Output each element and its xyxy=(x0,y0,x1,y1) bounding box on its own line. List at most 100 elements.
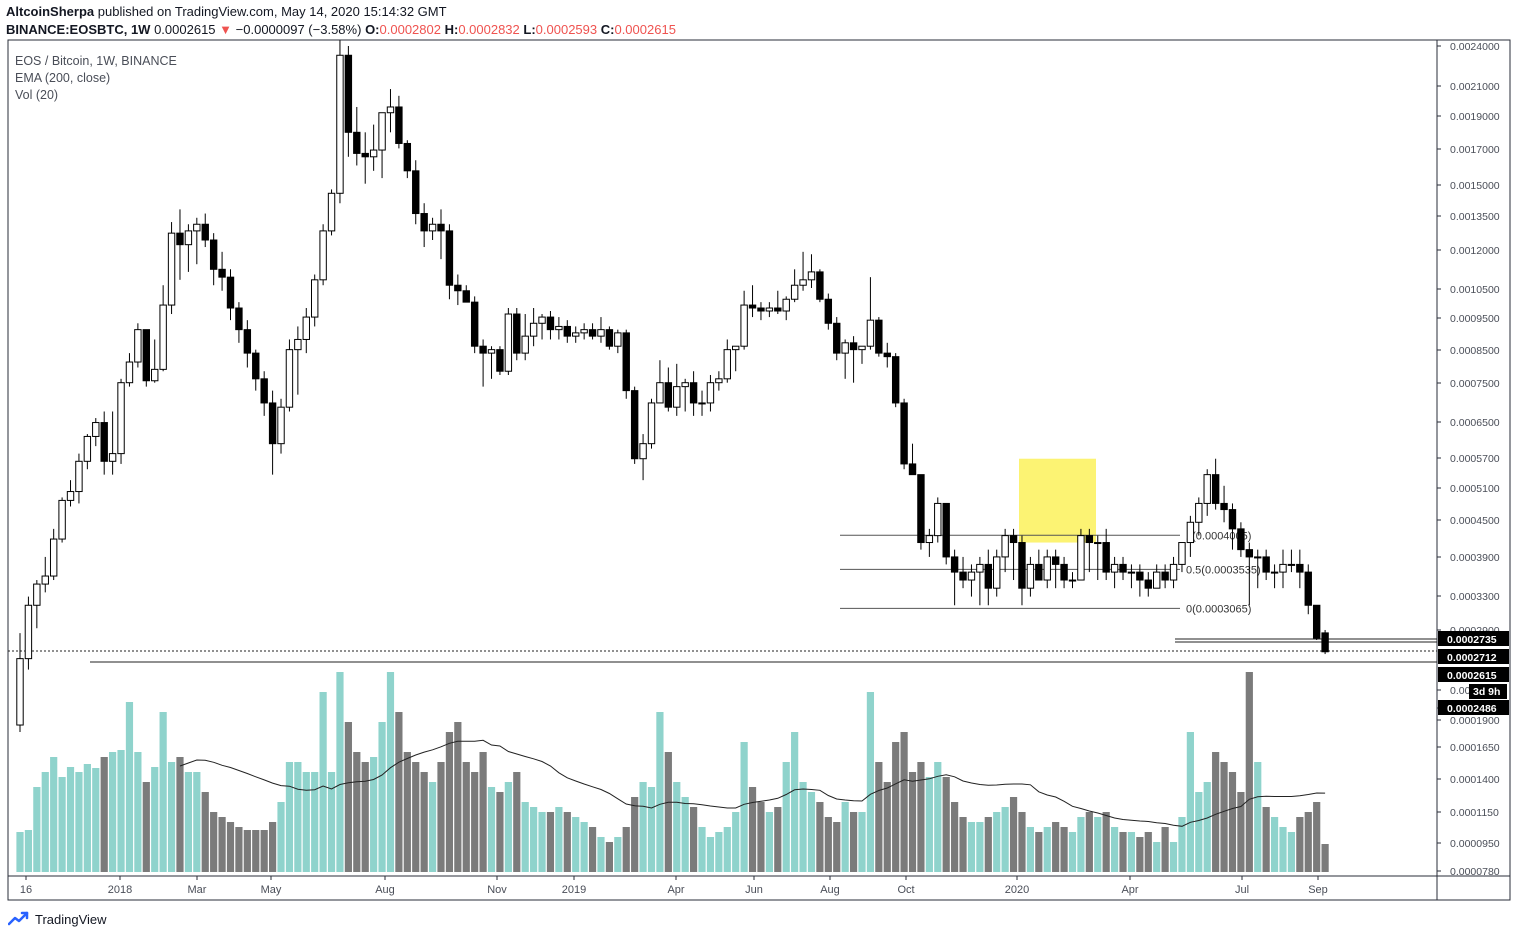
volume-bar xyxy=(1043,827,1051,872)
candle-body xyxy=(260,378,268,404)
volume-bar xyxy=(370,757,378,872)
candle-body xyxy=(151,368,159,382)
candle-body xyxy=(134,329,142,363)
candle-body xyxy=(243,329,252,354)
volume-bar xyxy=(471,772,479,872)
candle-body xyxy=(420,213,428,232)
candle-body xyxy=(479,345,487,354)
candle-body xyxy=(58,499,66,540)
volume-bar xyxy=(58,777,66,872)
candle-body xyxy=(386,106,395,114)
candle-body xyxy=(1060,563,1068,581)
volume-bar xyxy=(866,692,875,872)
low-label: L: xyxy=(523,22,536,37)
volume-bar xyxy=(664,752,672,872)
volume-bar xyxy=(1270,817,1279,872)
open-value: 0.0002802 xyxy=(379,22,441,37)
published-text: published on TradingView.com, May 14, 20… xyxy=(97,4,447,19)
volume-bar xyxy=(757,802,765,872)
candle-body xyxy=(302,316,310,340)
price-label: 0.0002486 xyxy=(1447,703,1497,715)
candle-body xyxy=(184,230,193,246)
candle-body xyxy=(49,538,58,577)
volume-bar xyxy=(1304,812,1312,872)
candle-body xyxy=(1001,535,1009,558)
x-tick-label: Apr xyxy=(667,884,684,896)
candle-body xyxy=(361,152,369,158)
volume-bar xyxy=(597,837,605,872)
volume-bar xyxy=(1035,832,1043,872)
candle-body xyxy=(1043,556,1051,581)
volume-bar xyxy=(454,722,462,872)
candle-body xyxy=(614,332,622,347)
volume-bar xyxy=(294,762,302,872)
x-tick-label: Mar xyxy=(188,884,207,896)
volume-bar xyxy=(875,762,883,872)
y-tick-label: 0.0003300 xyxy=(1450,591,1500,603)
candle-body xyxy=(1077,535,1085,581)
price-label-bg xyxy=(1438,667,1509,682)
y-tick-label: 0.0005700 xyxy=(1450,453,1500,465)
x-tick-label: 2018 xyxy=(108,884,132,896)
legend-ema[interactable]: EMA (200, close) xyxy=(15,71,111,85)
open-label: O: xyxy=(365,22,380,37)
x-tick-label: 2019 xyxy=(562,884,586,896)
candle-body xyxy=(1068,579,1077,582)
volume-bar xyxy=(1237,792,1245,872)
candle-body xyxy=(1287,563,1296,566)
legend-pair[interactable]: EOS / Bitcoin, 1W, BINANCE xyxy=(15,54,177,68)
candle-body xyxy=(1169,563,1178,581)
price-label-bg xyxy=(1438,631,1509,646)
volume-bar xyxy=(1178,817,1186,872)
candle-body xyxy=(723,349,731,380)
candle-body xyxy=(1102,542,1110,573)
y-tick-label: 0.0001150 xyxy=(1450,807,1499,819)
candle-body xyxy=(950,556,959,573)
candle-body xyxy=(496,349,504,372)
candle-body xyxy=(833,322,841,354)
candle-body xyxy=(1018,542,1026,589)
candle-body xyxy=(277,406,285,445)
volume-bar xyxy=(631,797,639,872)
volume-bar xyxy=(167,762,176,872)
candle-body xyxy=(647,402,656,445)
candle-body xyxy=(285,349,294,408)
volume-bar xyxy=(858,812,866,872)
candle-body xyxy=(75,460,83,493)
candle-body xyxy=(252,352,260,380)
y-tick-label: 0.0024000 xyxy=(1450,41,1500,53)
countdown-label: 3d 9h xyxy=(1473,686,1500,698)
close-value: 0.0002615 xyxy=(614,22,676,37)
candle-body xyxy=(1195,502,1203,523)
candle-body xyxy=(1211,474,1220,504)
volume-bar xyxy=(1161,827,1169,872)
volume-bar xyxy=(807,792,816,872)
volume-bar xyxy=(833,822,841,872)
volume-bar xyxy=(100,757,108,872)
volume-bar xyxy=(353,752,361,872)
volume-bar xyxy=(1245,672,1253,872)
y-tick-label: 0.0015000 xyxy=(1450,180,1500,192)
candle-body xyxy=(900,402,908,465)
candle-body xyxy=(883,352,891,358)
candle-body xyxy=(1220,502,1228,511)
volume-bar xyxy=(1136,837,1144,872)
candle-body xyxy=(412,170,420,215)
candle-body xyxy=(790,284,799,300)
y-tick-label: 0.0009500 xyxy=(1450,313,1500,325)
volume-bar xyxy=(799,782,807,872)
tradingview-brand[interactable]: TradingView xyxy=(8,911,107,927)
x-tick-label: Sep xyxy=(1308,884,1328,896)
candle-body xyxy=(1153,571,1161,589)
volume-bar xyxy=(159,712,167,872)
volume-bar xyxy=(690,807,698,872)
volume-bar xyxy=(496,792,504,872)
candle-body xyxy=(1237,528,1245,551)
candle-body xyxy=(908,463,917,476)
author-name[interactable]: AltcoinSherpa xyxy=(6,4,95,19)
legend-vol[interactable]: Vol (20) xyxy=(15,88,59,102)
volume-bar xyxy=(748,787,757,872)
candle-body xyxy=(1119,563,1127,573)
candle-body xyxy=(83,435,92,462)
